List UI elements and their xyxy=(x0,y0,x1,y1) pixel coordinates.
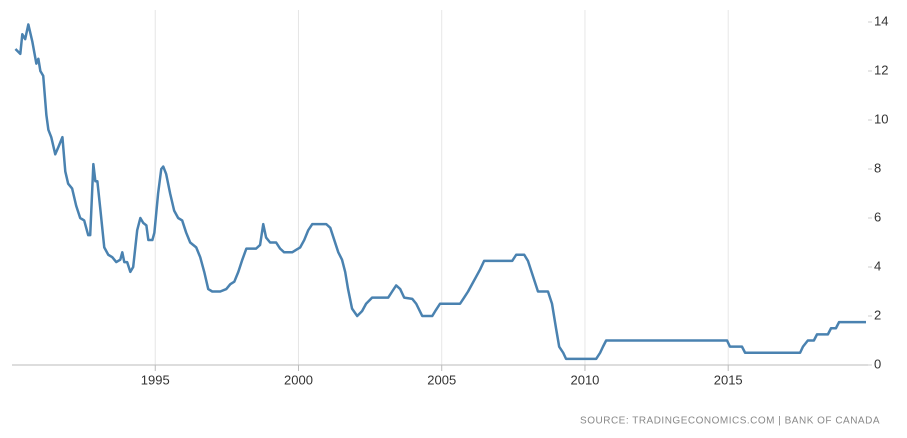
y-tick-label: 0 xyxy=(874,356,881,371)
y-tick-label: 10 xyxy=(874,111,888,126)
y-tick-label: 2 xyxy=(874,307,881,322)
y-tick-label: 6 xyxy=(874,209,881,224)
y-tick-label: 12 xyxy=(874,62,888,77)
y-tick-label: 4 xyxy=(874,258,881,273)
y-tick-label: 14 xyxy=(874,13,888,28)
source-note: SOURCE: TRADINGECONOMICS.COM | BANK OF C… xyxy=(580,416,880,427)
y-tick-label: 8 xyxy=(874,160,881,175)
x-tick-label: 2010 xyxy=(570,372,599,387)
x-tick-label: 1995 xyxy=(141,372,170,387)
x-tick-label: 2005 xyxy=(427,372,456,387)
x-tick-label: 2000 xyxy=(284,372,313,387)
x-tick-label: 2015 xyxy=(714,372,743,387)
data-line xyxy=(14,23,866,361)
